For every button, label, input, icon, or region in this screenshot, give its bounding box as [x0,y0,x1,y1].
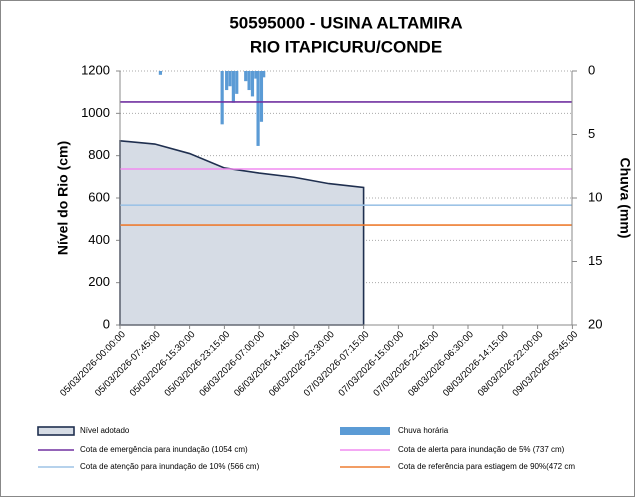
y2-tick-label: 20 [588,316,602,331]
chart-title: 50595000 - USINA ALTAMIRA [229,13,462,32]
y-tick-label: 600 [88,189,110,204]
rain-bar [262,71,266,78]
legend-label: Cota de referência para estiagem de 90%(… [398,462,575,471]
legend-label: Cota de emergência para inundação (1054 … [80,445,248,454]
rain-bar [250,71,255,97]
rain-bar [254,71,258,79]
y2-tick-label: 15 [588,253,602,268]
legend-swatch [37,426,75,436]
y-tick-label: 800 [88,147,110,162]
rain-bar [235,71,239,94]
y-tick-label: 200 [88,274,110,289]
rain-bar [247,71,251,91]
legend-label: Cota de alerta para inundação de 5% (737… [398,445,565,454]
y-tick-label: 400 [88,232,110,247]
y2-axis-label: Chuva (mm) [617,158,633,239]
rain-bar [259,71,264,122]
legend-swatch [340,427,390,435]
y2-tick-label: 5 [588,126,595,141]
rain-bar [228,71,232,87]
rain-bar [256,71,260,146]
chart-subtitle: RIO ITAPICURU/CONDE [250,37,442,56]
legend-label: Chuva horária [398,426,449,435]
rain-bar [225,71,229,91]
y2-tick-label: 0 [588,62,595,77]
y-tick-label: 1000 [81,105,110,120]
legend-label: Nível adotado [80,426,130,435]
rain-bar [220,71,224,125]
y-tick-label: 1200 [81,62,110,77]
rain-bar [158,71,163,75]
y2-tick-label: 10 [588,189,602,204]
y-tick-label: 0 [103,316,110,331]
legend-label: Cota de atenção para inundação de 10% (5… [80,462,260,471]
y-axis-label: Nível do Rio (cm) [55,141,71,255]
rain-bar [244,71,248,82]
rain-bar [231,71,235,103]
